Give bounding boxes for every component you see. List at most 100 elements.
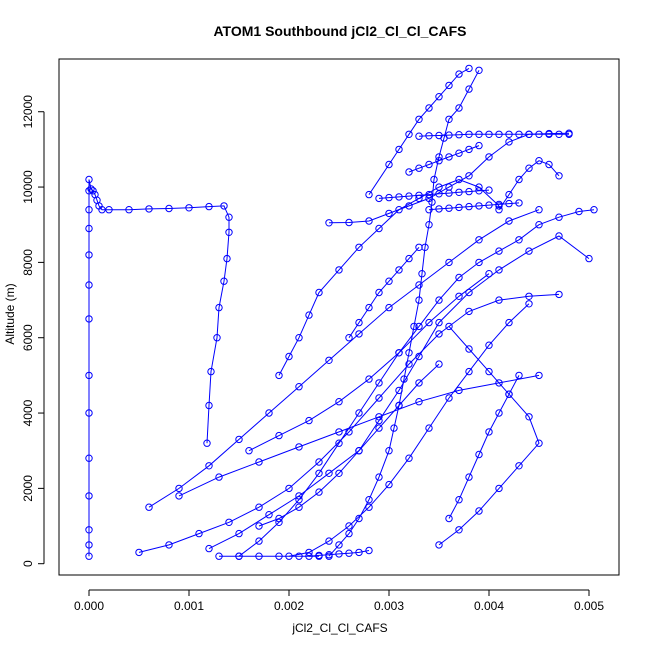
data-point <box>435 93 443 101</box>
series-19 <box>215 552 323 560</box>
data-point <box>575 207 583 216</box>
data-point <box>375 394 383 402</box>
data-point <box>495 296 503 304</box>
data-point <box>165 541 173 549</box>
data-point <box>545 130 553 139</box>
data-point <box>375 288 383 297</box>
data-point <box>455 203 463 212</box>
data-point <box>485 367 493 376</box>
data-point <box>275 552 283 560</box>
series-line <box>148 209 540 508</box>
data-point <box>135 548 143 557</box>
data-point <box>85 281 93 289</box>
data-point <box>265 409 273 417</box>
series-line <box>178 374 540 497</box>
data-point <box>85 251 93 259</box>
series-12 <box>175 371 543 500</box>
data-point <box>485 270 493 278</box>
data-point <box>475 450 483 459</box>
data-point <box>425 318 433 327</box>
series-line <box>328 70 480 557</box>
data-point <box>495 409 503 417</box>
data-point <box>435 153 443 161</box>
data-point <box>415 191 423 200</box>
data-point <box>385 480 393 489</box>
series-line <box>438 326 540 546</box>
data-point <box>535 130 543 139</box>
data-point <box>565 130 573 139</box>
data-point <box>475 258 483 267</box>
data-point <box>415 132 423 140</box>
series-line <box>208 235 590 550</box>
data-point <box>415 164 423 172</box>
data-point <box>305 548 313 557</box>
data-point <box>85 409 93 417</box>
series-21 <box>495 157 563 214</box>
data-point <box>425 221 433 229</box>
data-point <box>435 296 443 304</box>
x-tick-label: 0.001 <box>174 599 204 613</box>
data-point <box>415 296 423 304</box>
data-point <box>465 307 473 316</box>
data-point <box>425 424 433 432</box>
series-4 <box>205 232 593 553</box>
data-point <box>425 194 433 203</box>
data-point <box>345 549 353 557</box>
data-point <box>525 300 533 308</box>
data-point <box>98 206 106 214</box>
series-10 <box>285 300 533 560</box>
data-point <box>475 130 483 139</box>
y-axis-label: Altitude (m) <box>3 283 17 344</box>
data-point <box>435 157 443 165</box>
data-point <box>485 153 493 161</box>
series-line <box>248 273 490 452</box>
data-point <box>415 281 423 289</box>
data-point <box>355 409 363 417</box>
data-point <box>375 473 383 481</box>
data-point <box>345 428 353 436</box>
data-point <box>465 130 473 139</box>
data-point <box>385 303 393 312</box>
data-point <box>335 398 343 406</box>
data-point <box>525 247 533 255</box>
data-point <box>207 367 215 376</box>
data-point <box>465 64 473 73</box>
data-point <box>465 345 473 353</box>
data-point <box>345 529 353 538</box>
data-point <box>485 186 493 194</box>
data-point <box>505 217 513 225</box>
series-17 <box>415 130 573 140</box>
data-point <box>445 189 453 197</box>
data-point <box>175 492 183 500</box>
data-point <box>255 537 263 545</box>
series-line <box>368 67 470 195</box>
data-point <box>215 473 223 481</box>
data-point <box>390 424 398 432</box>
data-point <box>525 130 533 139</box>
data-point <box>345 334 353 342</box>
data-point <box>455 526 463 534</box>
data-point <box>465 187 473 196</box>
data-point <box>325 537 333 545</box>
data-point <box>205 401 213 410</box>
data-point <box>335 469 343 477</box>
data-point <box>425 190 433 199</box>
data-point <box>355 318 363 327</box>
y-tick-label: 8000 <box>21 249 35 276</box>
data-point <box>505 130 513 139</box>
data-point <box>275 514 283 523</box>
data-point <box>385 193 393 202</box>
data-point <box>305 311 313 319</box>
x-tick-label: 0.000 <box>74 599 104 613</box>
data-point <box>105 206 113 214</box>
series-22 <box>345 243 423 342</box>
y-tick-label: 6000 <box>21 324 35 351</box>
data-point <box>205 462 213 470</box>
data-point <box>385 209 393 218</box>
data-point <box>535 157 543 165</box>
data-point <box>495 484 503 493</box>
data-point <box>365 303 373 312</box>
data-point <box>89 187 97 195</box>
data-point <box>85 224 93 233</box>
